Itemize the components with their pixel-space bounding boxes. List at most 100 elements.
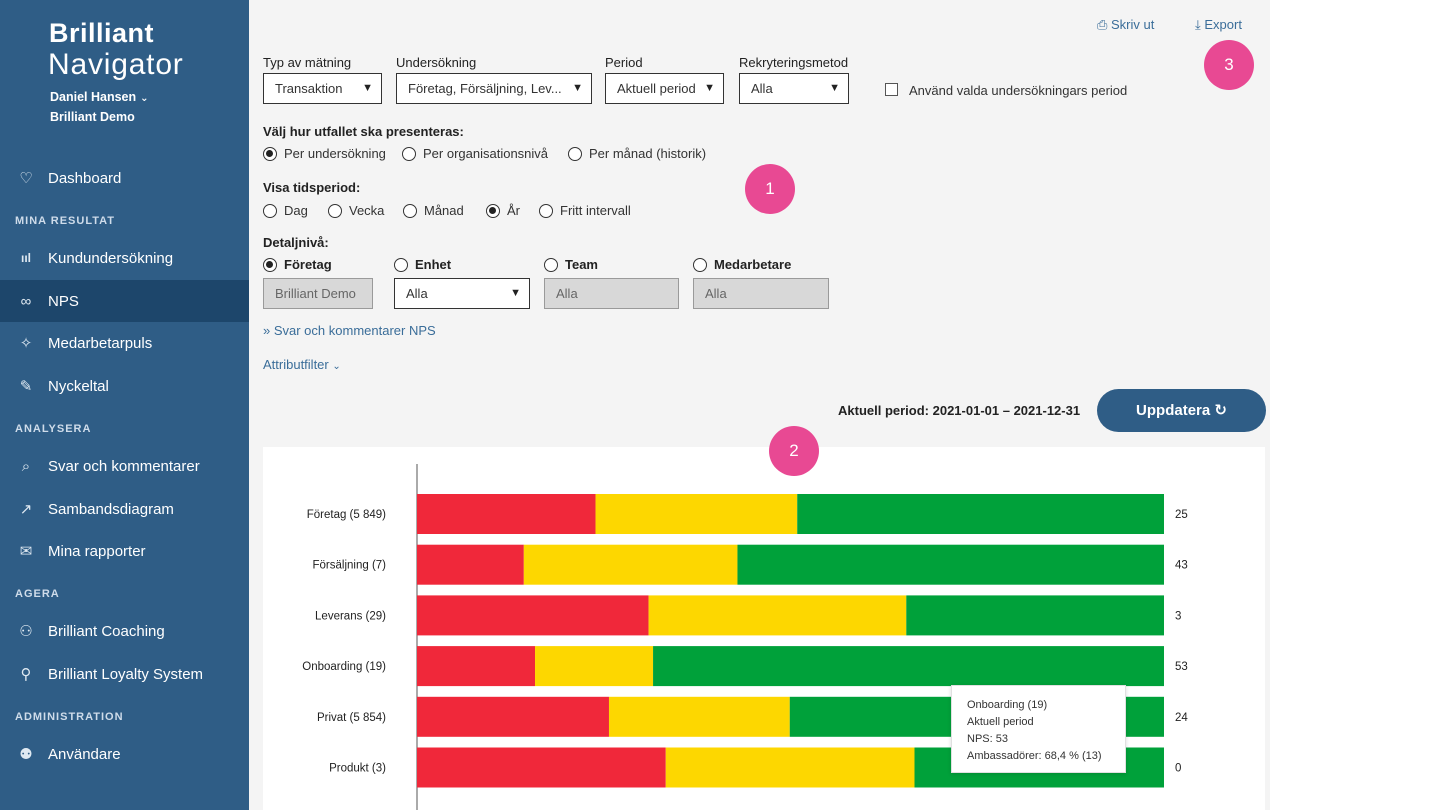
bar-segment-detractor[interactable] [417, 747, 666, 788]
bar-segment-passive[interactable] [535, 646, 654, 687]
radio-per-manad[interactable]: Per månad (historik) [568, 146, 706, 161]
sidebar-item-label: Medarbetarpuls [48, 334, 153, 352]
radio-dag[interactable]: Dag [263, 203, 308, 218]
enhet-select[interactable]: Alla ▼ [394, 278, 530, 309]
survey-select[interactable]: Företag, Försäljning, Lev... ▼ [396, 73, 592, 104]
radio-per-organisationsniva[interactable]: Per organisationsnivå [402, 146, 548, 161]
right-margin [1270, 0, 1440, 810]
chevron-down-icon: ▼ [829, 82, 840, 94]
bar-segment-passive[interactable] [648, 595, 907, 636]
tooltip-line: Aktuell period [967, 716, 1034, 728]
loyalty-icon: ⚲ [20, 666, 32, 683]
sidebar-item-label: Sambandsdiagram [48, 500, 174, 518]
bar-segment-detractor[interactable] [417, 646, 536, 687]
radio-vecka[interactable]: Vecka [328, 203, 384, 218]
bar-segment-detractor[interactable] [417, 595, 649, 636]
sidebar-item-sambandsdiagram[interactable]: ↗ Sambandsdiagram [0, 488, 249, 530]
trend-icon: ↗ [19, 501, 33, 518]
chevron-down-icon: ▼ [510, 287, 521, 299]
nps-value-label: 53 [1175, 661, 1188, 673]
users-icon: ⚉ [19, 746, 33, 763]
sidebar-item-brilliant-loyalty-system[interactable]: ⚲ Brilliant Loyalty System [0, 653, 249, 695]
download-icon: ⤓ [1195, 17, 1205, 32]
nps-value-label: 43 [1175, 560, 1188, 572]
print-link[interactable]: ⎙ Skriv ut [1097, 17, 1155, 32]
chevron-down-icon: ▼ [572, 82, 583, 94]
nps-value-label: 3 [1175, 610, 1181, 622]
bar-segment-detractor[interactable] [417, 696, 609, 737]
nps-value-label: 25 [1175, 509, 1188, 521]
sidebar-item-svar-och-kommentarer[interactable]: ⌕ Svar och kommentarer [0, 445, 249, 487]
sidebar-item-nyckeltal[interactable]: ✎ Nyckeltal [0, 365, 249, 407]
mail-icon: ✉ [19, 543, 33, 560]
bar-chart-icon: ııl [20, 251, 31, 265]
brand-logo-line1: Brilliant [49, 18, 155, 48]
bar-segment-passive[interactable] [608, 696, 790, 737]
update-button[interactable]: Uppdatera ↻ [1097, 389, 1266, 432]
bar-segment-passive[interactable] [665, 747, 915, 788]
sidebar-item-label: Svar och kommentarer [48, 457, 200, 475]
tooltip-line: Onboarding (19) [967, 699, 1048, 711]
radio-fritt-intervall[interactable]: Fritt intervall [539, 203, 631, 218]
printer-icon: ⎙ [1097, 17, 1112, 32]
period-label: Period [605, 55, 643, 70]
type-select[interactable]: Transaktion ▼ [263, 73, 382, 104]
export-link[interactable]: ⤓ Export [1195, 17, 1242, 32]
nps-value-label: 24 [1175, 712, 1188, 724]
radio-medarbetare[interactable]: Medarbetare [693, 257, 791, 272]
comments-nps-link[interactable]: » Svar och kommentarer NPS [263, 323, 436, 338]
coaching-icon: ⚇ [19, 623, 33, 640]
sidebar-item-brilliant-coaching[interactable]: ⚇ Brilliant Coaching [0, 610, 249, 652]
bar-segment-promoter[interactable] [906, 595, 1164, 636]
annotation-marker-3: 3 [1204, 40, 1254, 90]
sidebar-item-label: NPS [48, 292, 79, 310]
radio-ar[interactable]: År [486, 203, 520, 218]
sidebar-item-kundundersokning[interactable]: ııl Kundundersökning [0, 237, 249, 279]
user-menu[interactable]: Daniel Hansen ⌄ [50, 90, 149, 104]
radio-manad[interactable]: Månad [403, 203, 464, 218]
sidebar-item-nps[interactable]: ∞ NPS [0, 280, 249, 322]
recruit-select[interactable]: Alla ▼ [739, 73, 849, 104]
foretag-field: Brilliant Demo [263, 278, 373, 309]
bar-segment-detractor[interactable] [417, 494, 596, 534]
timeperiod-label: Visa tidsperiod: [263, 180, 361, 195]
radio-per-undersokning[interactable]: Per undersökning [263, 146, 386, 161]
annotation-marker-2: 2 [769, 426, 819, 476]
pulse-icon: ✧ [19, 335, 33, 352]
bar-segment-promoter[interactable] [653, 646, 1164, 687]
bar-segment-passive[interactable] [523, 544, 738, 585]
use-survey-period-label: Använd valda undersökningars period [909, 83, 1128, 98]
category-label: Leverans (29) [315, 610, 386, 622]
chevron-down-icon: ▼ [704, 82, 715, 94]
sidebar-item-label: Mina rapporter [48, 542, 146, 560]
bar-segment-passive[interactable] [595, 494, 798, 534]
sidebar-item-medarbetarpuls[interactable]: ✧ Medarbetarpuls [0, 322, 249, 364]
radio-team[interactable]: Team [544, 257, 598, 272]
use-survey-period-checkbox[interactable] [885, 83, 898, 96]
category-label: Företag (5 849) [307, 509, 386, 521]
bar-segment-promoter[interactable] [797, 494, 1164, 534]
period-select[interactable]: Aktuell period ▼ [605, 73, 724, 104]
link-icon: ∞ [20, 292, 32, 310]
sidebar: Brilliant Navigator Daniel Hansen ⌄ Brill… [0, 0, 249, 810]
section-mina-resultat: MINA RESULTAT [15, 215, 115, 227]
detail-label: Detaljnivå: [263, 235, 329, 250]
radio-enhet[interactable]: Enhet [394, 257, 451, 272]
search-icon: ⌕ [21, 457, 31, 475]
chart-tooltip: Onboarding (19) Aktuell period NPS: 53 A… [951, 685, 1126, 773]
chevron-down-icon: ▼ [362, 82, 373, 94]
team-field: Alla [544, 278, 679, 309]
bar-segment-detractor[interactable] [417, 544, 524, 585]
sidebar-item-mina-rapporter[interactable]: ✉ Mina rapporter [0, 530, 249, 572]
sidebar-item-anvandare[interactable]: ⚉ Användare [0, 733, 249, 775]
attribute-filter-toggle[interactable]: Attributfilter ⌄ [263, 357, 341, 372]
sidebar-item-label: Kundundersökning [48, 249, 174, 267]
bar-segment-promoter[interactable] [737, 544, 1164, 585]
sidebar-item-label: Dashboard [48, 169, 122, 187]
radio-foretag[interactable]: Företag [263, 257, 332, 272]
category-label: Produkt (3) [329, 763, 386, 775]
type-label: Typ av mätning [263, 55, 352, 70]
sidebar-item-label: Användare [48, 745, 121, 763]
medarbetare-field: Alla [693, 278, 829, 309]
sidebar-item-dashboard[interactable]: ♡ Dashboard [0, 157, 249, 199]
